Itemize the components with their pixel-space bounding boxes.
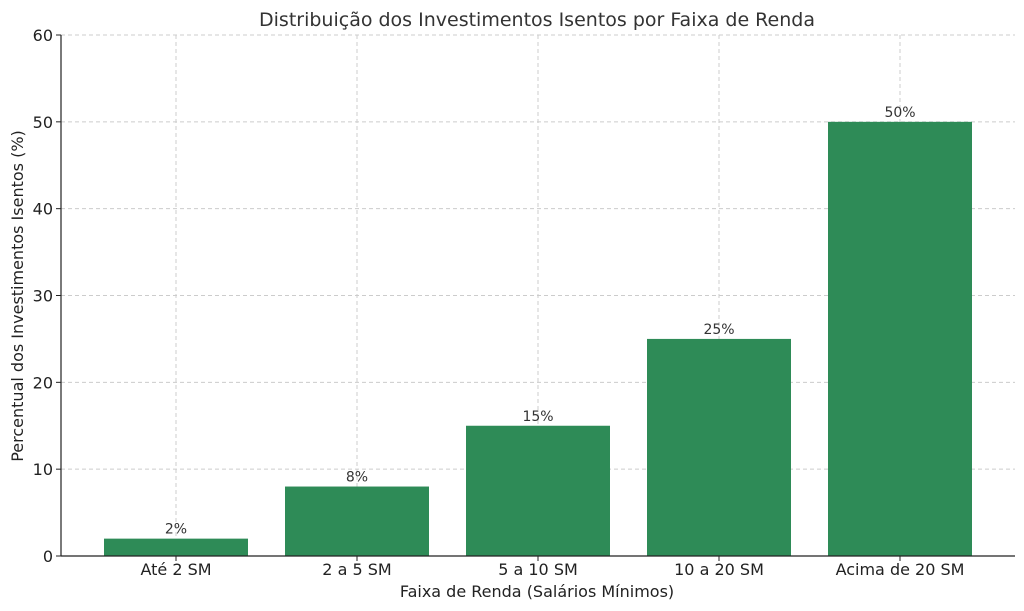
bar-data-label: 8% xyxy=(346,470,368,486)
y-tick-label: 20 xyxy=(33,373,53,392)
bar xyxy=(466,425,610,556)
y-tick-label: 0 xyxy=(43,547,53,566)
axes: 0 10 20 30 40 50 60 Até 2 SM 2 a 5 SM 5 a 10 SM 10… xyxy=(33,26,1015,579)
y-tick-label: 60 xyxy=(33,26,53,45)
bar-data-label: 2% xyxy=(165,522,187,538)
y-tick-label: 40 xyxy=(33,200,53,219)
x-tick-label: 5 a 10 SM xyxy=(498,560,578,579)
bar xyxy=(104,538,248,556)
x-tick-label: 2 a 5 SM xyxy=(322,560,391,579)
y-axis-label: Percentual dos Investimentos Isentos (%) xyxy=(8,130,27,462)
x-axis-label: Faixa de Renda (Salários Mínimos) xyxy=(400,582,674,601)
y-tick-label: 50 xyxy=(33,113,53,132)
bar-data-label: 25% xyxy=(703,322,734,338)
bar xyxy=(647,338,791,556)
y-tick-label: 10 xyxy=(33,460,53,479)
x-tick-label: 10 a 20 SM xyxy=(674,560,764,579)
chart-title: Distribuição dos Investimentos Isentos p… xyxy=(259,9,815,31)
x-tick-label: Acima de 20 SM xyxy=(836,560,965,579)
bar xyxy=(285,486,429,556)
x-tick-label: Até 2 SM xyxy=(140,560,211,579)
bars: 2% 8% 15% 25% 50% xyxy=(104,105,972,556)
bar-data-label: 50% xyxy=(884,105,915,121)
bar xyxy=(828,121,972,556)
bar-data-label: 15% xyxy=(522,409,553,425)
y-tick-label: 30 xyxy=(33,287,53,306)
